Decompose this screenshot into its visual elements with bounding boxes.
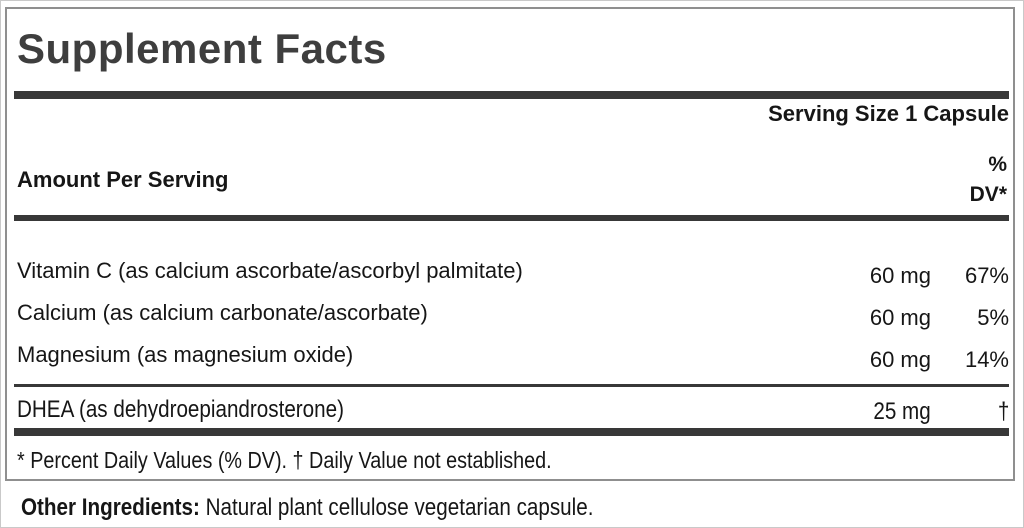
ingredient-name: Calcium (as calcium carbonate/ascorbate): [17, 300, 428, 325]
ingredient-amount: 25 mg: [873, 398, 931, 425]
dhea-separator-rule: [14, 384, 1009, 387]
other-ingredients-text: Natural plant cellulose vegetarian capsu…: [199, 494, 594, 521]
ingredient-amount: 60 mg: [869, 347, 931, 372]
ingredient-rows: Vitamin C (as calcium ascorbate/ascorbyl…: [17, 257, 1009, 383]
ingredient-dv: 14%: [964, 347, 1009, 372]
percent-dv-header: % DV*: [970, 150, 1007, 210]
other-ingredients-line: Other Ingredients: Natural plant cellulo…: [21, 493, 687, 523]
daily-value-footnote: * Percent Daily Values (% DV). † Daily V…: [17, 447, 552, 473]
ingredient-dv: 5%: [977, 305, 1009, 330]
amount-per-serving-header: Amount Per Serving: [17, 167, 229, 192]
percent-dv-header-line2: DV*: [969, 183, 1007, 206]
supplement-facts-panel: Supplement Facts Serving Size 1 Capsule …: [5, 7, 1015, 481]
percent-dv-header-line1: %: [988, 153, 1007, 176]
bottom-rule-bar: [14, 428, 1009, 436]
ingredient-dv: †: [997, 398, 1009, 425]
table-row: Calcium (as calcium carbonate/ascorbate)…: [17, 299, 1009, 341]
table-row: DHEA (as dehydroepiandrosterone) 25 mg †: [17, 395, 1009, 425]
ingredient-amount: 60 mg: [869, 263, 931, 288]
ingredient-name: DHEA (as dehydroepiandrosterone): [17, 396, 344, 423]
header-rule-bar: [14, 215, 1009, 221]
ingredient-dv: 67%: [964, 263, 1009, 288]
ingredient-amount: 60 mg: [869, 305, 931, 330]
ingredient-name: Magnesium (as magnesium oxide): [17, 342, 354, 367]
ingredient-name: Vitamin C (as calcium ascorbate/ascorbyl…: [17, 258, 523, 283]
other-ingredients-label: Other Ingredients:: [21, 494, 200, 521]
table-row: Magnesium (as magnesium oxide) 60 mg 14%: [17, 341, 1009, 383]
serving-size-text: Serving Size 1 Capsule: [768, 101, 1009, 126]
table-row: Vitamin C (as calcium ascorbate/ascorbyl…: [17, 257, 1009, 299]
panel-title: Supplement Facts: [17, 25, 387, 72]
top-rule-bar: [14, 91, 1009, 99]
